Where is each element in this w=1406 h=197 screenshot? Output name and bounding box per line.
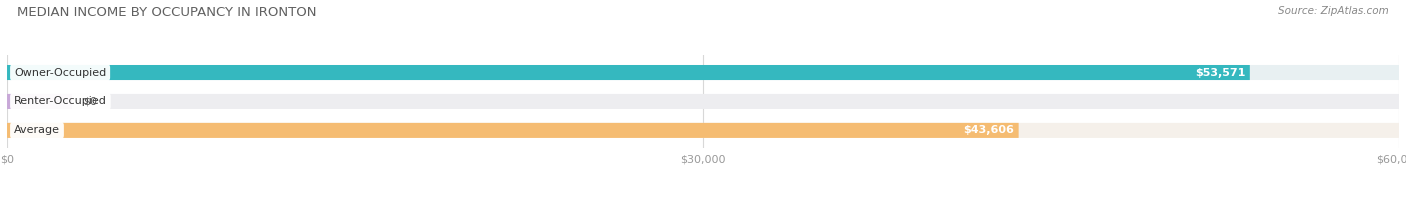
Text: $43,606: $43,606 [963,125,1014,135]
Text: Owner-Occupied: Owner-Occupied [14,68,107,78]
FancyBboxPatch shape [7,94,1399,109]
FancyBboxPatch shape [7,65,1399,80]
Text: $53,571: $53,571 [1195,68,1246,78]
Text: Source: ZipAtlas.com: Source: ZipAtlas.com [1278,6,1389,16]
Text: Average: Average [14,125,60,135]
FancyBboxPatch shape [7,94,72,109]
Text: MEDIAN INCOME BY OCCUPANCY IN IRONTON: MEDIAN INCOME BY OCCUPANCY IN IRONTON [17,6,316,19]
FancyBboxPatch shape [7,123,1399,138]
Text: Renter-Occupied: Renter-Occupied [14,97,107,106]
FancyBboxPatch shape [7,65,1250,80]
Text: $0: $0 [83,97,97,106]
FancyBboxPatch shape [7,123,1018,138]
